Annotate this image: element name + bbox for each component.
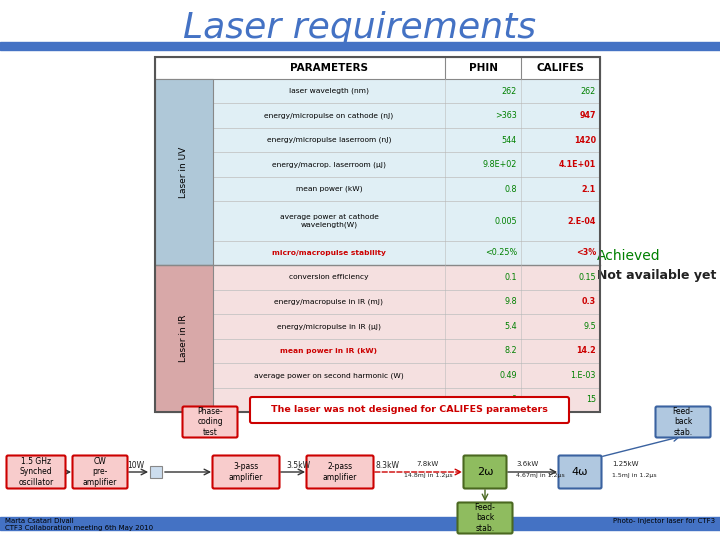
Text: Laser in IR: Laser in IR	[179, 315, 189, 362]
Text: 8.2: 8.2	[505, 346, 517, 355]
Bar	[213, 177, 600, 201]
FancyBboxPatch shape	[250, 397, 569, 423]
Text: laser wavelegth (nm): laser wavelegth (nm)	[289, 88, 369, 94]
Text: <0.25%: <0.25%	[485, 248, 517, 258]
Bar	[213, 265, 600, 289]
Text: mean power (kW): mean power (kW)	[296, 186, 362, 192]
FancyBboxPatch shape	[307, 456, 374, 489]
Text: 2-pass
amplifier: 2-pass amplifier	[323, 462, 357, 482]
Text: 1.5mJ in 1.2μs: 1.5mJ in 1.2μs	[612, 472, 657, 477]
Text: 4ω: 4ω	[572, 467, 588, 477]
Bar	[213, 201, 600, 241]
Text: CALIFES: CALIFES	[536, 63, 585, 73]
Bar	[213, 241, 600, 265]
FancyBboxPatch shape	[6, 456, 66, 489]
Text: The laser was not designed for CALIFES parameters: The laser was not designed for CALIFES p…	[271, 406, 548, 415]
Text: 3.5kW: 3.5kW	[286, 462, 310, 470]
Text: 0.49: 0.49	[500, 371, 517, 380]
FancyBboxPatch shape	[457, 503, 513, 534]
Text: Laser in UV: Laser in UV	[179, 146, 189, 198]
Bar	[213, 388, 600, 412]
Text: CW
pre-
amplifier: CW pre- amplifier	[83, 457, 117, 487]
FancyBboxPatch shape	[73, 456, 127, 489]
Bar	[213, 289, 600, 314]
Bar	[150, 466, 162, 478]
Text: 2ω: 2ω	[477, 467, 493, 477]
Bar	[155, 265, 213, 412]
Bar	[213, 363, 600, 388]
Bar	[155, 79, 213, 265]
Text: 0.15: 0.15	[578, 273, 596, 282]
Text: PARAMETERS: PARAMETERS	[290, 63, 368, 73]
Text: energy/macrop. laserroom (μJ): energy/macrop. laserroom (μJ)	[272, 161, 386, 168]
Text: Feed-
back
stab.: Feed- back stab.	[672, 407, 693, 437]
Text: 2.1: 2.1	[582, 185, 596, 194]
Bar	[0, 42, 720, 50]
Text: 262: 262	[581, 87, 596, 96]
Bar	[155, 57, 600, 412]
Bar	[213, 339, 600, 363]
FancyBboxPatch shape	[182, 407, 238, 437]
Text: average power on second harmonic (W): average power on second harmonic (W)	[254, 372, 404, 379]
Text: Laser requirements: Laser requirements	[184, 11, 536, 45]
FancyBboxPatch shape	[559, 456, 601, 489]
Text: 2.E-04: 2.E-04	[567, 217, 596, 226]
Text: 1.5 GHz
Synched
oscillator: 1.5 GHz Synched oscillator	[19, 457, 53, 487]
Bar	[213, 79, 600, 104]
FancyBboxPatch shape	[212, 456, 279, 489]
Text: 9.8E+02: 9.8E+02	[482, 160, 517, 169]
Text: 9.8: 9.8	[505, 298, 517, 306]
Text: energy/micropulse in IR (μJ): energy/micropulse in IR (μJ)	[277, 323, 381, 329]
Text: Not available yet: Not available yet	[597, 269, 716, 282]
FancyBboxPatch shape	[464, 456, 506, 489]
Text: 1.25kW: 1.25kW	[612, 461, 639, 467]
Bar	[213, 104, 600, 128]
Text: mean power in IR (kW): mean power in IR (kW)	[281, 348, 377, 354]
Text: average power in final amplifier (W): average power in final amplifier (W)	[261, 396, 397, 403]
Text: micro/macropulse stability: micro/macropulse stability	[272, 250, 386, 256]
Text: Marta Csatari Divall
CTF3 Collaboration meeting 6th May 2010: Marta Csatari Divall CTF3 Collaboration …	[5, 518, 153, 531]
Text: 5.4: 5.4	[505, 322, 517, 331]
Text: 3.6kW: 3.6kW	[516, 461, 539, 467]
Bar	[0, 517, 720, 530]
Text: 9: 9	[512, 395, 517, 404]
Text: 8.3kW: 8.3kW	[376, 462, 400, 470]
Text: 0.005: 0.005	[495, 217, 517, 226]
Text: 14.8mJ in 1.2μs: 14.8mJ in 1.2μs	[404, 472, 452, 477]
Text: 15: 15	[586, 395, 596, 404]
Text: 10W: 10W	[127, 462, 145, 470]
Text: Feed-
back
stab.: Feed- back stab.	[474, 503, 495, 533]
Text: 9.5: 9.5	[583, 322, 596, 331]
Text: 947: 947	[580, 111, 596, 120]
Text: Photo- injector laser for CTF3: Photo- injector laser for CTF3	[613, 518, 715, 524]
Text: average power at cathode
wavelength(W): average power at cathode wavelength(W)	[279, 214, 379, 228]
Text: 262: 262	[502, 87, 517, 96]
Text: 0.8: 0.8	[505, 185, 517, 194]
Text: 0.1: 0.1	[505, 273, 517, 282]
Text: >363: >363	[495, 111, 517, 120]
Text: PHIN: PHIN	[469, 63, 498, 73]
Text: 14.2: 14.2	[576, 346, 596, 355]
Text: 0.3: 0.3	[582, 298, 596, 306]
Text: 4.1E+01: 4.1E+01	[559, 160, 596, 169]
Text: Phase-
coding
test: Phase- coding test	[197, 407, 222, 437]
Text: energy/micropulse laserroom (nJ): energy/micropulse laserroom (nJ)	[266, 137, 391, 144]
Bar	[213, 314, 600, 339]
Text: 4.67mJ in 1.2μs: 4.67mJ in 1.2μs	[516, 472, 564, 477]
FancyBboxPatch shape	[655, 407, 711, 437]
Text: conversion efficiency: conversion efficiency	[289, 274, 369, 280]
Text: energy/micropulse on cathode (nJ): energy/micropulse on cathode (nJ)	[264, 112, 394, 119]
Text: 1.E-03: 1.E-03	[571, 371, 596, 380]
Bar	[155, 57, 600, 79]
Text: energy/macropulse in IR (mJ): energy/macropulse in IR (mJ)	[274, 299, 384, 305]
Text: Achieved: Achieved	[597, 249, 661, 263]
Text: <3%: <3%	[576, 248, 596, 258]
Text: 1420: 1420	[574, 136, 596, 145]
Text: 3-pass
amplifier: 3-pass amplifier	[229, 462, 264, 482]
Text: 544: 544	[502, 136, 517, 145]
Text: 7.8kW: 7.8kW	[417, 461, 439, 467]
Bar	[213, 128, 600, 152]
Bar	[213, 152, 600, 177]
